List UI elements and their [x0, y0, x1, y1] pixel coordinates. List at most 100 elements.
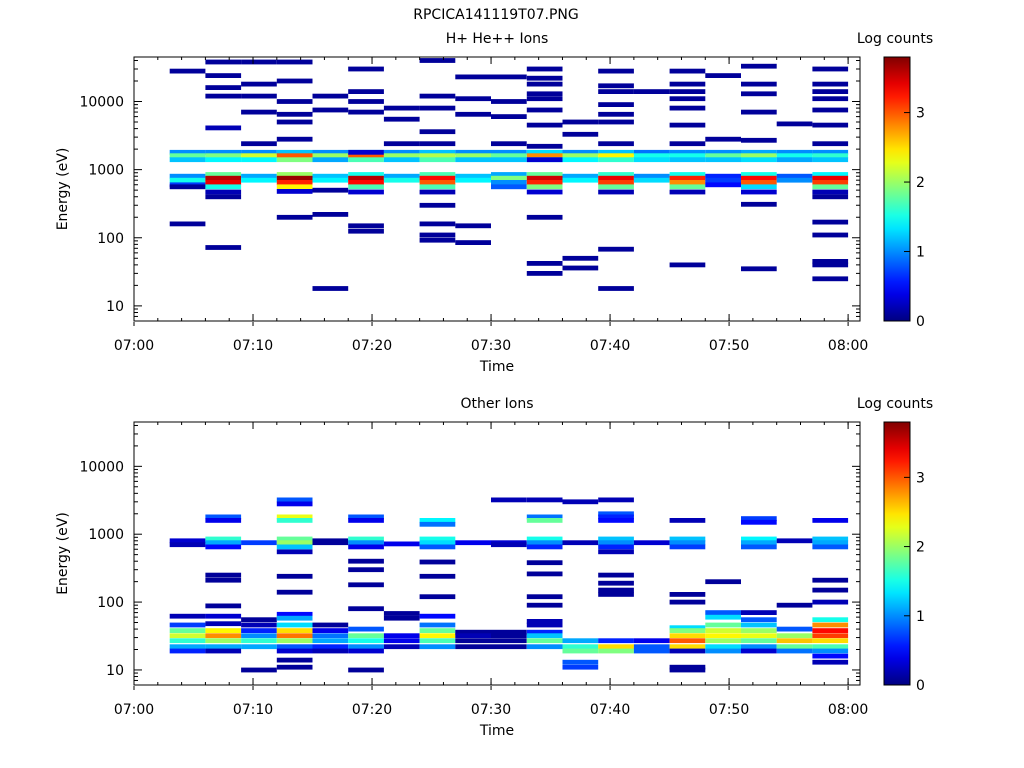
spectrogram-cell	[276, 111, 313, 117]
spectrogram-cell	[562, 157, 599, 163]
x-tick-label: 07:40	[590, 702, 630, 718]
spectrogram-cell	[741, 63, 777, 69]
spectrogram-cell	[812, 157, 849, 163]
spectrogram-cell	[812, 172, 849, 177]
spectrogram-cell	[276, 540, 313, 546]
spectrogram-cell	[526, 66, 563, 72]
spectrogram-cell	[562, 644, 599, 650]
spectrogram-cell	[312, 149, 349, 155]
spectrogram-cell	[526, 175, 563, 181]
spectrogram-cell	[812, 184, 849, 190]
spectrogram-cell	[633, 149, 670, 155]
spectrogram-cell	[705, 622, 741, 628]
spectrogram-cell	[669, 625, 706, 631]
spectrogram-cell	[598, 549, 634, 555]
spectrogram-cell	[276, 497, 313, 503]
spectrogram-cell	[419, 189, 456, 195]
spectrogram-cell	[491, 497, 527, 503]
y-axis-label: Energy (eV)	[55, 512, 71, 595]
spectrogram-cell	[741, 628, 777, 633]
spectrogram-cell	[419, 153, 456, 159]
spectrogram-cell	[526, 633, 563, 639]
spectrogram-cell	[241, 617, 277, 623]
spectrogram-cell	[348, 175, 384, 181]
spectrogram-cell	[205, 125, 242, 131]
spectrogram-cell	[526, 143, 563, 149]
spectrogram-cell	[241, 149, 277, 155]
spectrogram-cell	[562, 149, 599, 155]
spectrogram-cell	[633, 173, 670, 179]
spectrogram-cell	[526, 571, 563, 577]
spectrogram-cell	[669, 667, 706, 673]
spectrogram-cell	[812, 659, 849, 665]
spectrogram-cell	[383, 541, 420, 547]
spectrogram-cell	[812, 276, 849, 282]
spectrogram-cell	[455, 149, 491, 155]
spectrogram-cell	[598, 119, 634, 125]
spectrogram-cell	[169, 638, 206, 644]
spectrogram-cell	[705, 644, 741, 650]
spectrogram-cell	[598, 184, 634, 190]
spectrogram-cell	[169, 542, 206, 548]
spectrogram-cell	[383, 153, 420, 159]
spectrogram-cell	[348, 558, 384, 564]
spectrogram-cell	[598, 172, 634, 177]
spectrogram-cell	[812, 577, 849, 583]
y-tick-label: 10000	[79, 95, 124, 111]
spectrogram-cell	[205, 518, 242, 523]
spectrogram-cell	[669, 153, 706, 159]
spectrogram-cell	[419, 157, 456, 163]
spectrogram-cell	[241, 667, 277, 673]
spectrogram-cell	[526, 560, 563, 566]
spectrogram-cell	[205, 644, 242, 650]
spectrogram-cell	[812, 638, 849, 644]
spectrogram-cell	[669, 189, 706, 195]
spectrogram-cell	[526, 622, 563, 628]
spectrogram-cell	[526, 96, 563, 102]
spectrogram-cell	[276, 119, 313, 125]
y-axis-label: Energy (eV)	[55, 148, 71, 231]
spectrogram-cell	[348, 172, 384, 177]
spectrogram-cell	[669, 638, 706, 644]
spectrogram-cell	[598, 497, 634, 503]
spectrogram-cell	[348, 567, 384, 573]
spectrogram-cell	[276, 536, 313, 542]
spectrogram-cell	[669, 89, 706, 94]
spectrogram-cell	[169, 538, 206, 544]
spectrogram-cell	[562, 499, 599, 505]
spectrogram-cell	[312, 212, 349, 217]
spectrogram-cell	[598, 587, 634, 593]
spectrogram-cell	[598, 141, 634, 147]
spectrogram-cell	[705, 157, 741, 163]
spectrogram-cell	[276, 622, 313, 628]
spectrogram-cell	[241, 153, 277, 159]
spectrogram-cell	[383, 638, 420, 644]
spectrogram-cell	[348, 648, 384, 654]
x-tick-label: 07:30	[471, 702, 511, 718]
spectrogram-cell	[348, 89, 384, 94]
spectrogram-cell	[169, 221, 206, 227]
spectrogram-cell	[419, 536, 456, 542]
panel-title: H+ He++ Ions	[446, 31, 549, 47]
spectrogram-cell	[205, 172, 242, 177]
spectrogram-cell	[419, 221, 456, 227]
spectrogram-cell	[598, 648, 634, 654]
spectrogram-cell	[491, 542, 527, 548]
spectrogram-cell	[276, 153, 313, 159]
figure-title: RPCICA141119T07.PNG	[413, 7, 578, 23]
spectrogram-cell	[598, 189, 634, 195]
spectrogram-cell	[491, 644, 527, 650]
spectrogram-cell	[419, 202, 456, 208]
spectrogram-cell	[562, 131, 599, 137]
spectrogram-cell	[241, 177, 277, 183]
panel-title: Other Ions	[460, 396, 533, 412]
spectrogram-cell	[205, 628, 242, 633]
spectrogram-cell	[312, 286, 349, 291]
spectrogram-cell	[526, 189, 563, 195]
spectrogram-cell	[276, 544, 313, 550]
spectrogram-cell	[526, 75, 563, 81]
spectrogram-cell	[741, 633, 777, 639]
spectrogram-cell	[205, 540, 242, 546]
spectrogram-cell	[276, 189, 313, 194]
x-tick-label: 08:00	[828, 338, 868, 354]
